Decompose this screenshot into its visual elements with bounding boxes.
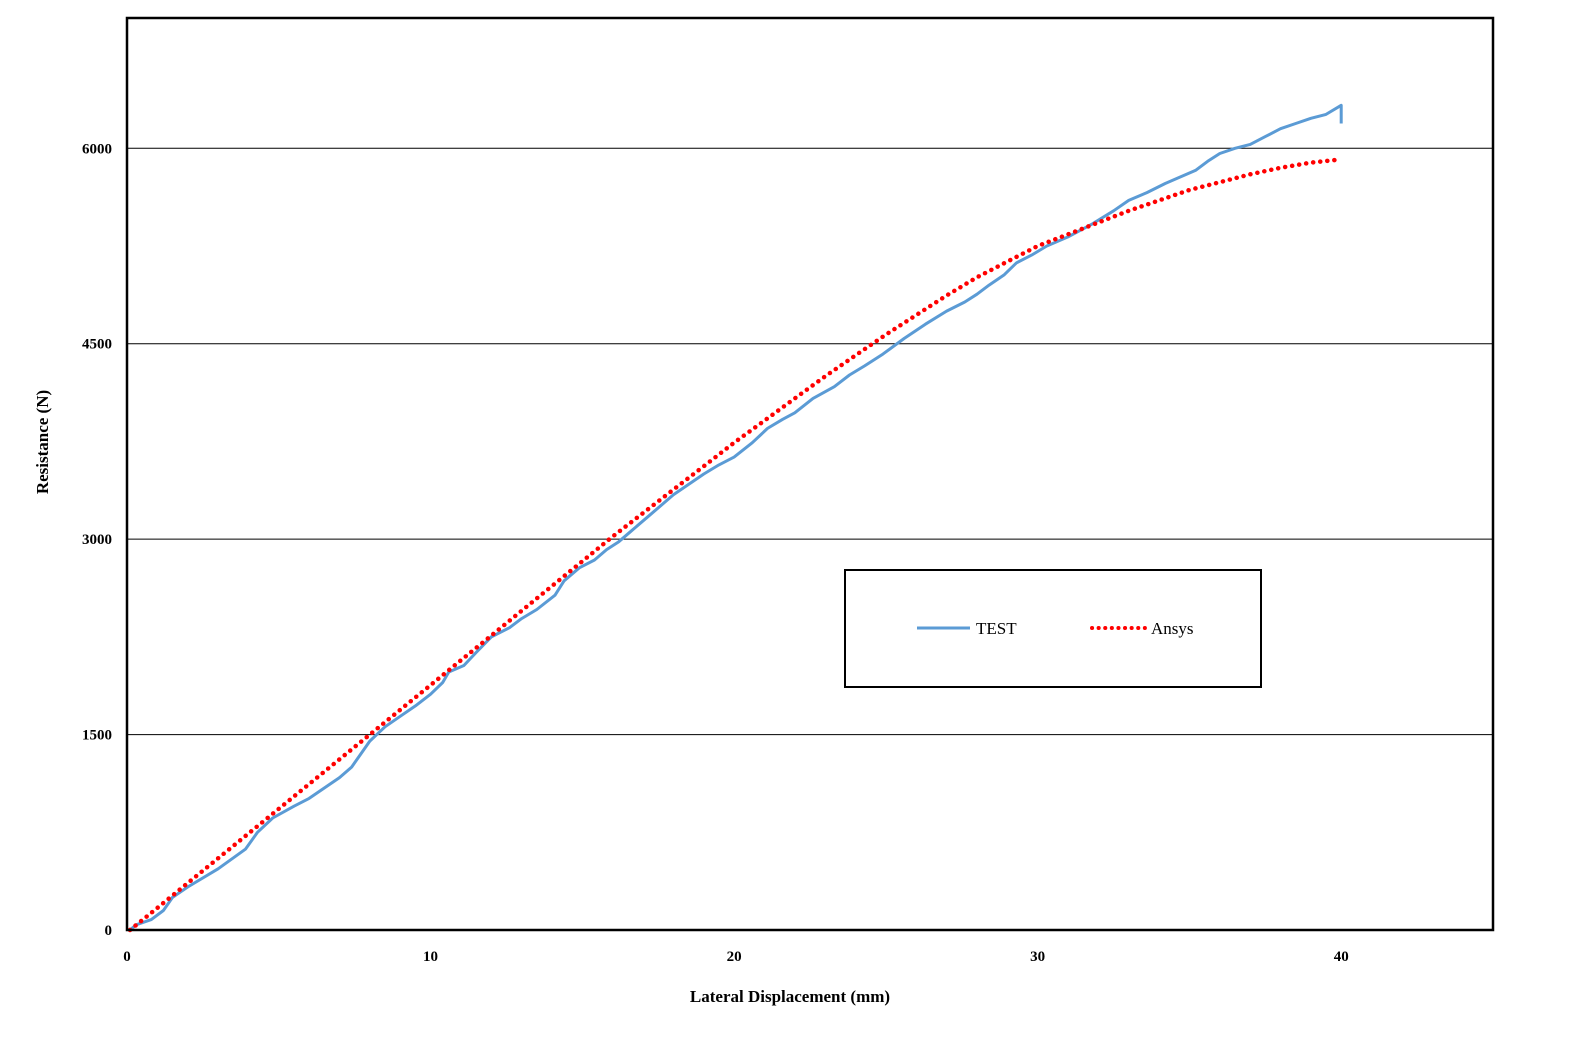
series-line-test — [129, 103, 1343, 932]
x-tick-label: 20 — [727, 949, 742, 965]
x-tick-label: 30 — [1030, 949, 1045, 965]
y-tick-label: 6000 — [82, 141, 112, 157]
legend-label-test: TEST — [976, 619, 1017, 638]
legend-label-ansys: Ansys — [1151, 619, 1194, 638]
legend-box — [844, 569, 1262, 688]
y-tick-label: 4500 — [82, 337, 112, 353]
y-tick-label: 0 — [105, 923, 113, 939]
y-tick-label: 1500 — [82, 728, 112, 744]
legend: TEST Ansys — [844, 569, 1262, 688]
series-layer — [127, 103, 1343, 933]
y-axis-title: Resistance (N) — [33, 390, 52, 494]
x-axis-title: Lateral Displacement (mm) — [690, 987, 890, 1006]
x-tick-label: 0 — [123, 949, 131, 965]
series-line-ansys — [127, 157, 1338, 933]
gridlines — [127, 147, 1493, 736]
x-tick-label: 10 — [423, 949, 438, 965]
y-tick-label: 3000 — [82, 532, 112, 548]
tick-labels: 0 1500 3000 4500 6000 0 10 20 30 40 — [82, 141, 1349, 965]
plot-frame — [125, 16, 1495, 932]
x-tick-label: 40 — [1334, 949, 1349, 965]
